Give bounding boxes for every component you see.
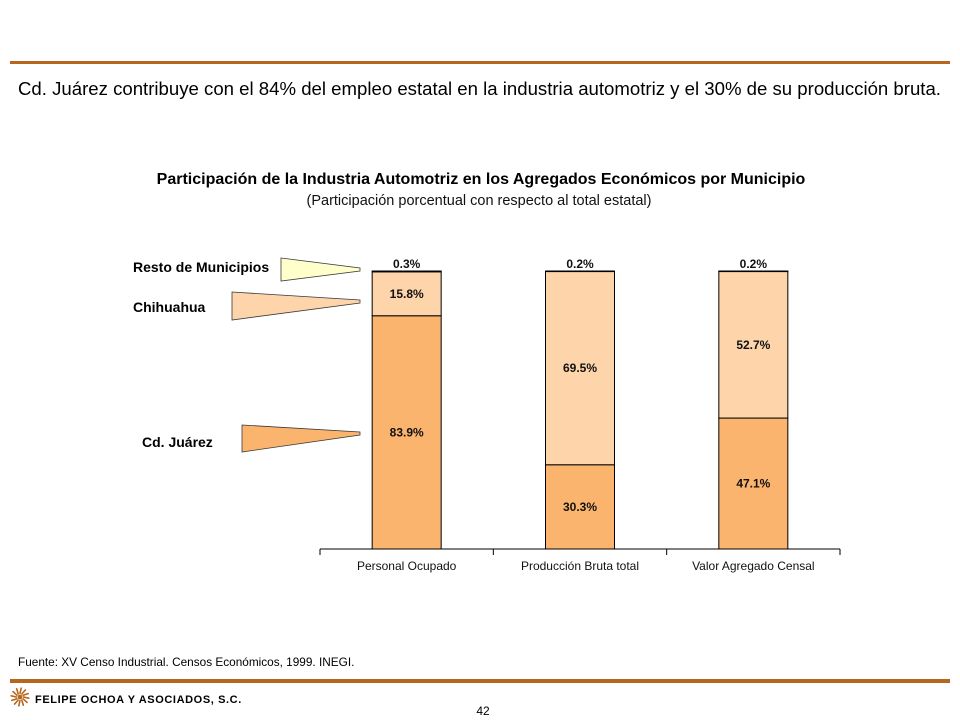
bar-chihuahua-personal-ocupado [371, 271, 442, 317]
legend-item-resto-de-municipios: Resto de Municipios [133, 257, 361, 282]
bottom-rule [10, 679, 950, 683]
bar-stack-valor-agregado-censal: 47.1% 52.7% 0.2% [718, 257, 789, 550]
x-axis: Personal Ocupado Producción Bruta total Va… [319, 548, 841, 573]
data-label-resto-de-municipios-personal-ocupado: 0.3% [393, 257, 421, 271]
data-label-resto-de-municipios-valor-agregado-censal: 0.2% [740, 257, 768, 271]
data-label-chihuahua-valor-agregado-censal: 52.7% [736, 338, 770, 352]
company-logo-icon [10, 687, 30, 707]
bars: 83.9% 15.8% 0.3% 30.3% 69.5% 0.2% 47.1% 52.7% 0.… [371, 257, 789, 550]
legend-callout-chihuahua [231, 291, 361, 321]
category-label-personal-ocupado: Personal Ocupado [357, 559, 457, 573]
legend-label-chihuahua: Chihuahua [133, 299, 206, 315]
source-note: Fuente: XV Censo Industrial. Censos Econ… [18, 655, 354, 669]
bar-stack-produccion-bruta-total: 30.3% 69.5% 0.2% [545, 257, 615, 550]
legend-callout-resto-de-municipios [280, 257, 361, 282]
logo-center [17, 694, 23, 700]
chart: Participación de la Industria Automotriz… [133, 171, 841, 573]
bar-chihuahua-valor-agregado-censal [718, 271, 789, 419]
data-label-resto-de-municipios-produccion-bruta-total: 0.2% [566, 257, 594, 271]
page-number: 42 [476, 704, 490, 718]
bar-resto-de-municipios-valor-agregado-censal [718, 270, 789, 273]
legend-label-resto-de-municipios: Resto de Municipios [133, 259, 269, 275]
legend: Resto de Municipios Chihuahua Cd. Juárez [133, 257, 361, 453]
category-label-valor-agregado-censal: Valor Agregado Censal [692, 559, 815, 573]
company-name: FELIPE OCHOA Y ASOCIADOS, S.C. [35, 694, 242, 706]
headline: Cd. Juárez contribuye con el 84% del emp… [18, 78, 941, 99]
data-label-chihuahua-produccion-bruta-total: 69.5% [563, 361, 597, 375]
chart-subtitle: (Participación porcentual con respecto a… [307, 193, 652, 209]
bar-cd-juarez-personal-ocupado [371, 315, 442, 550]
bar-stack-personal-ocupado: 83.9% 15.8% 0.3% [371, 257, 442, 550]
bar-chihuahua-produccion-bruta-total [545, 271, 615, 466]
category-label-produccion-bruta-total: Producción Bruta total [521, 559, 639, 573]
bar-resto-de-municipios-produccion-bruta-total [545, 270, 615, 273]
bar-resto-de-municipios-personal-ocupado [371, 270, 442, 273]
data-label-cd-juarez-personal-ocupado: 83.9% [390, 425, 424, 439]
chart-title: Participación de la Industria Automotriz… [157, 171, 806, 188]
top-rule [10, 61, 950, 64]
bar-cd-juarez-valor-agregado-censal [718, 417, 789, 550]
legend-callout-cd-juarez [241, 424, 361, 453]
legend-label-cd-juarez: Cd. Juárez [142, 434, 213, 450]
legend-item-cd-juarez: Cd. Juárez [142, 424, 361, 453]
data-label-chihuahua-personal-ocupado: 15.8% [390, 287, 424, 301]
legend-item-chihuahua: Chihuahua [133, 291, 361, 321]
data-label-cd-juarez-valor-agregado-censal: 47.1% [736, 477, 770, 491]
data-label-cd-juarez-produccion-bruta-total: 30.3% [563, 500, 597, 514]
